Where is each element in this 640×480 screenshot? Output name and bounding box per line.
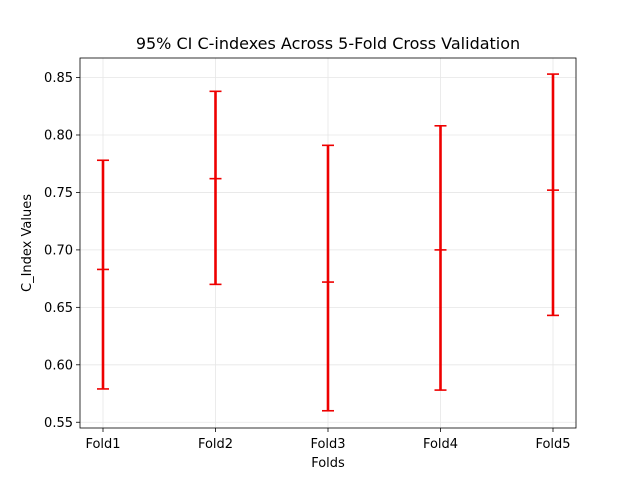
x-tick-label: Fold3 xyxy=(310,437,345,452)
x-tick-label: Fold1 xyxy=(85,437,120,452)
error-bars xyxy=(97,73,559,412)
y-tick-label: 0.55 xyxy=(44,416,73,431)
y-tick-label: 0.60 xyxy=(44,358,73,373)
x-tick-label: Fold4 xyxy=(423,437,458,452)
y-tick-label: 0.85 xyxy=(44,71,73,86)
x-axis-label: Folds xyxy=(311,456,345,471)
y-tick-label: 0.80 xyxy=(44,128,73,143)
x-axis: Fold1 Fold2 Fold3 Fold4 Fold5 xyxy=(85,428,571,452)
y-axis-label: C_Index Values xyxy=(20,194,35,292)
y-tick-label: 0.65 xyxy=(44,301,73,316)
x-tick-label: Fold2 xyxy=(198,437,233,452)
y-tick-label: 0.75 xyxy=(44,186,73,201)
y-axis: 0.55 0.60 0.65 0.70 0.75 0.80 0.85 xyxy=(44,71,80,431)
x-tick-label: Fold5 xyxy=(535,437,570,452)
chart-title: 95% CI C-indexes Across 5-Fold Cross Val… xyxy=(136,34,520,53)
y-tick-label: 0.70 xyxy=(44,243,73,258)
